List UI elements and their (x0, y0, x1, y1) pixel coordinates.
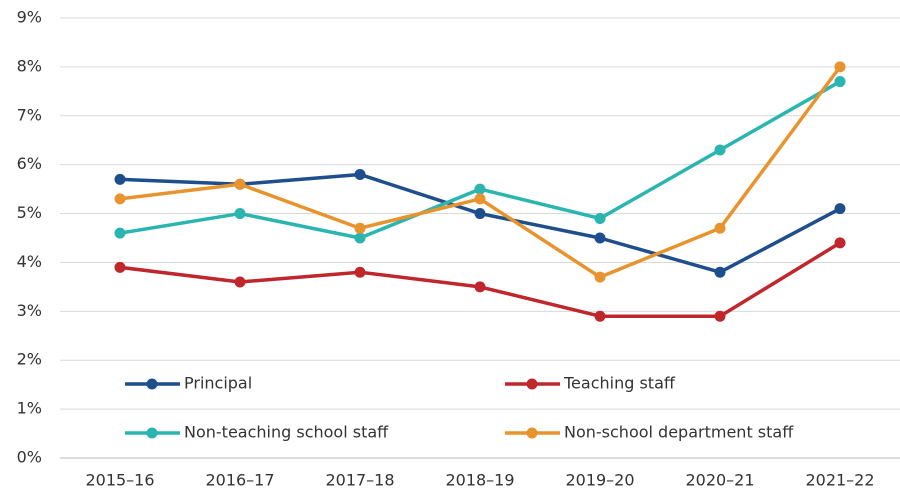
data-point (714, 310, 726, 322)
x-tick-label: 2020–21 (685, 471, 754, 490)
y-tick-label: 3% (17, 301, 42, 320)
data-point (234, 208, 246, 220)
y-tick-label: 0% (17, 448, 42, 467)
legend-label: Non-school department staff (564, 423, 794, 442)
data-point (474, 208, 486, 220)
series-line (119, 65, 842, 279)
data-point (714, 222, 726, 234)
y-tick-label: 5% (17, 203, 42, 222)
y-tick-label: 8% (17, 56, 42, 75)
legend-marker (526, 427, 538, 439)
y-tick-label: 9% (17, 8, 42, 27)
data-point (834, 203, 846, 215)
data-point (714, 144, 726, 156)
data-point (834, 76, 846, 88)
data-point (354, 168, 366, 180)
x-tick-label: 2017–18 (325, 471, 394, 490)
legend-marker (146, 378, 158, 390)
x-tick-label: 2018–19 (445, 471, 514, 490)
data-point (114, 173, 126, 185)
legend-marker (146, 427, 158, 439)
series-line (119, 241, 841, 318)
data-point (114, 261, 126, 273)
data-point (834, 237, 846, 249)
data-point (474, 183, 486, 195)
data-point (594, 212, 606, 224)
data-point (474, 193, 486, 205)
data-point (354, 222, 366, 234)
legend-label: Non-teaching school staff (184, 423, 389, 442)
y-tick-label: 7% (17, 105, 42, 124)
data-point (834, 61, 846, 73)
y-tick-label: 2% (17, 350, 42, 369)
x-tick-label: 2016–17 (205, 471, 274, 490)
data-point (234, 178, 246, 190)
data-point (594, 232, 606, 244)
legend-label: Teaching staff (563, 374, 676, 393)
x-tick-label: 2021–22 (805, 471, 874, 490)
x-tick-label: 2019–20 (565, 471, 634, 490)
legend-marker (526, 378, 538, 390)
y-tick-label: 6% (17, 154, 42, 173)
data-point (474, 281, 486, 293)
data-point (714, 266, 726, 278)
legend-label: Principal (184, 374, 252, 393)
data-point (354, 266, 366, 278)
data-point (114, 227, 126, 239)
y-tick-label: 4% (17, 252, 42, 271)
x-tick-label: 2015–16 (85, 471, 154, 490)
data-point (354, 232, 366, 244)
data-point (114, 193, 126, 205)
data-point (594, 271, 606, 283)
data-point (234, 276, 246, 288)
data-point (594, 310, 606, 322)
y-tick-label: 1% (17, 399, 42, 418)
